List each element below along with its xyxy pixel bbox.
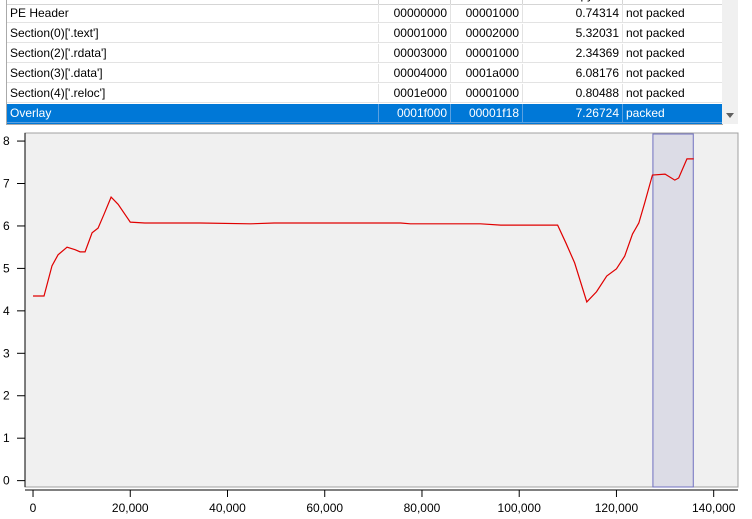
table-cell: not packed	[623, 4, 723, 23]
y-tick-label: 0	[3, 474, 10, 488]
table-cell: Section(3)['.data']	[7, 64, 379, 83]
table-cell: 00001000	[451, 44, 523, 63]
table-row[interactable]: Section(2)['.rdata'] 00003000 00001000 2.34…	[7, 44, 723, 64]
table-cell: 2.34369	[523, 44, 623, 63]
y-tick-label: 8	[3, 134, 10, 148]
x-tick-label: 120,000	[595, 501, 639, 515]
table-cell: 0.80488	[523, 84, 623, 103]
x-tick-label: 0	[30, 501, 37, 515]
table-cell: PE Header	[7, 4, 379, 23]
x-tick-label: 80,000	[404, 501, 441, 515]
table-cell: 0001e000	[379, 84, 451, 103]
table-cell: Section(0)['.text']	[7, 24, 379, 43]
scrollbar[interactable]	[722, 0, 738, 124]
table-cell: not packed	[623, 84, 723, 103]
x-tick-label: 100,000	[498, 501, 542, 515]
table-cell: 00003000	[379, 44, 451, 63]
y-tick-label: 4	[3, 304, 10, 318]
table-row[interactable]: Section(3)['.data'] 00004000 0001a000 6.081…	[7, 64, 723, 84]
table-cell: 6.08176	[523, 64, 623, 83]
table-cell: not packed	[623, 64, 723, 83]
table-cell: 00001000	[379, 24, 451, 43]
scroll-track	[722, 0, 738, 124]
table-cell: 00002000	[451, 24, 523, 43]
table-row[interactable]: PE Header 00000000 00001000 0.74314 not pack…	[7, 4, 723, 24]
y-tick-label: 6	[3, 219, 10, 233]
y-tick-label: 7	[3, 177, 10, 191]
x-tick-label: 40,000	[209, 501, 246, 515]
table-cell: 0.74314	[523, 4, 623, 23]
table-cell: 5.32031	[523, 24, 623, 43]
y-tick-label: 5	[3, 261, 10, 275]
y-tick-label: 1	[3, 431, 10, 445]
table-cell: Section(4)['.reloc']	[7, 84, 379, 103]
x-tick-label: 60,000	[306, 501, 343, 515]
column-header: Size	[451, 0, 523, 5]
table-cell: 7.26724	[523, 104, 623, 123]
table-cell: 00004000	[379, 64, 451, 83]
table-cell: 00001000	[451, 4, 523, 23]
table-row[interactable]: Section(0)['.text'] 00001000 00002000 5.320…	[7, 24, 723, 44]
y-tick-label: 2	[3, 389, 10, 403]
column-header: Entropy	[523, 0, 623, 5]
x-tick-label: 140,000	[692, 501, 736, 515]
sections-table: NameOffsetSizeEntropyStatusPE Header0000…	[6, 0, 723, 125]
table-row[interactable]: Overlay 0001f000 00001f18 7.26724 packed	[7, 104, 723, 124]
table-cell: packed	[623, 104, 723, 123]
table-row[interactable]: Section(4)['.reloc'] 0001e000 00001000 0.80…	[7, 84, 723, 104]
table-cell: 0001a000	[451, 64, 523, 83]
table-cell: 0001f000	[379, 104, 451, 123]
table-cell: Overlay	[7, 104, 379, 123]
x-tick-label: 20,000	[112, 501, 149, 515]
y-tick-label: 3	[3, 346, 10, 360]
entropy-line	[33, 158, 694, 304]
table-cell: 00001000	[451, 84, 523, 103]
column-header: Name	[7, 0, 379, 5]
table-cell: 00000000	[379, 4, 451, 23]
scroll-down-arrow[interactable]	[726, 113, 734, 118]
selection-highlight	[652, 133, 694, 488]
table-cell: 00001f18	[451, 104, 523, 123]
table-cell: not packed	[623, 44, 723, 63]
header-row: NameOffsetSizeEntropyStatus	[7, 0, 723, 6]
column-header: Offset	[379, 0, 451, 5]
table-cell: Section(2)['.rdata']	[7, 44, 379, 63]
plot-area	[24, 132, 739, 488]
table-cell: not packed	[623, 24, 723, 43]
entropy-chart: 0 1 2 3 4 5 6 7 8 0 20,000 40,000 60,000 80,000 100,00…	[3, 132, 739, 515]
